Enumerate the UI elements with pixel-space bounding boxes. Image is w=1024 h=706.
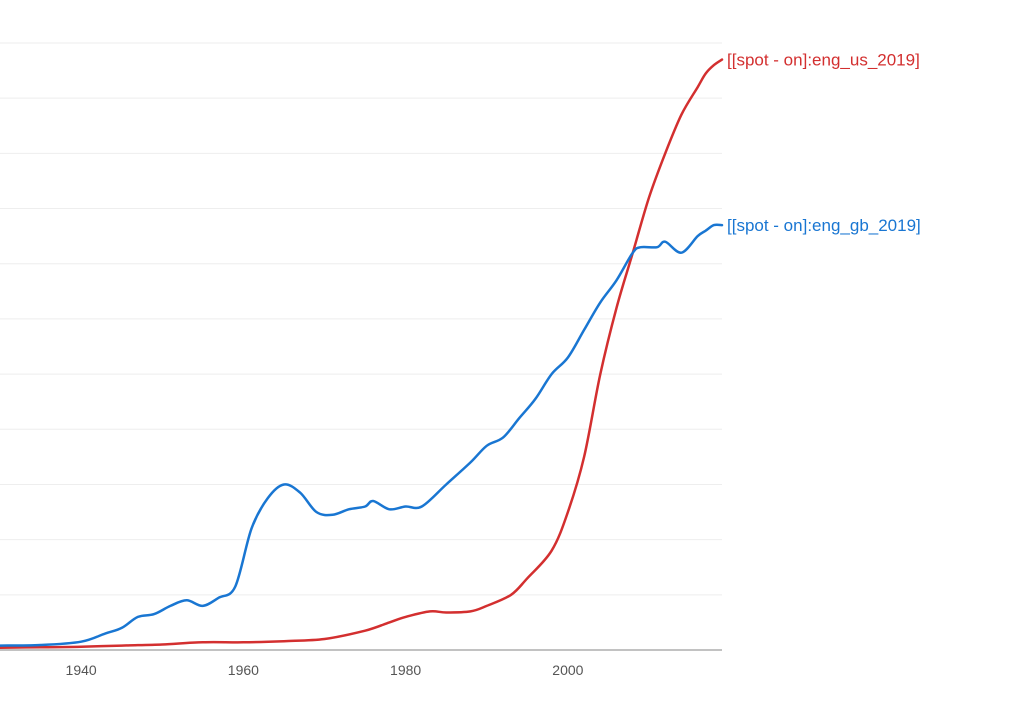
series-label-1: [[spot - on]:eng_gb_2019] — [727, 216, 921, 235]
series-lines — [0, 58, 724, 650]
x-tick-label: 2000 — [552, 662, 583, 678]
series-labels: [[spot - on]:eng_us_2019] [[spot - on]:en… — [727, 51, 921, 236]
series-line-1 — [0, 223, 724, 647]
x-tick-label: 1980 — [390, 662, 421, 678]
series-line-0 — [0, 58, 724, 650]
gridlines — [0, 42, 722, 596]
series-label-0: [[spot - on]:eng_us_2019] — [727, 51, 920, 70]
x-tick-label: 1940 — [66, 662, 97, 678]
x-axis-ticks: 1940 1960 1980 2000 — [66, 662, 584, 678]
x-tick-label: 1960 — [228, 662, 259, 678]
